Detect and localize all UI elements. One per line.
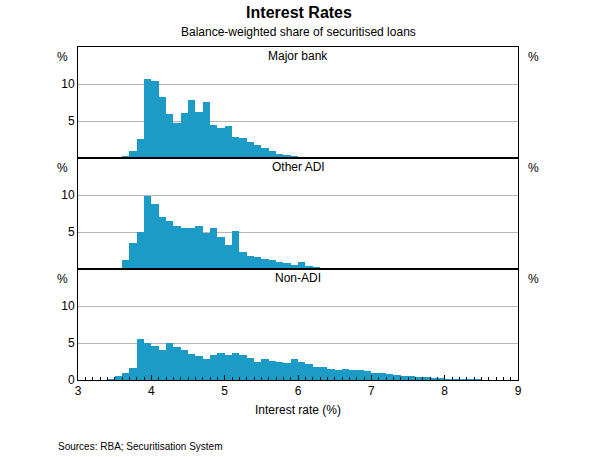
- svg-text:10: 10: [61, 77, 75, 91]
- svg-text:8: 8: [441, 384, 448, 398]
- svg-text:Other ADI: Other ADI: [272, 160, 325, 174]
- svg-text:9: 9: [515, 384, 522, 398]
- svg-text:Non-ADI: Non-ADI: [275, 271, 321, 285]
- svg-text:7: 7: [368, 384, 375, 398]
- svg-text:5: 5: [68, 114, 75, 128]
- svg-text:10: 10: [61, 299, 75, 313]
- svg-text:%: %: [528, 272, 539, 286]
- svg-text:%: %: [57, 161, 68, 175]
- svg-text:3: 3: [75, 384, 82, 398]
- svg-text:%: %: [528, 161, 539, 175]
- svg-text:Interest Rates: Interest Rates: [246, 4, 352, 21]
- svg-text:5: 5: [68, 225, 75, 239]
- svg-text:10: 10: [61, 188, 75, 202]
- svg-text:Interest rate (%): Interest rate (%): [255, 403, 341, 417]
- svg-text:6: 6: [295, 384, 302, 398]
- svg-text:%: %: [57, 50, 68, 64]
- svg-text:Balance-weighted share of secu: Balance-weighted share of securitised lo…: [181, 25, 416, 39]
- svg-text:Sources: RBA; Securitisation S: Sources: RBA; Securitisation System: [58, 441, 223, 452]
- svg-text:5: 5: [68, 336, 75, 350]
- svg-text:Major bank: Major bank: [268, 49, 328, 63]
- svg-text:5: 5: [221, 384, 228, 398]
- svg-text:%: %: [528, 50, 539, 64]
- svg-text:0: 0: [68, 373, 75, 387]
- svg-text:%: %: [57, 272, 68, 286]
- svg-text:4: 4: [148, 384, 155, 398]
